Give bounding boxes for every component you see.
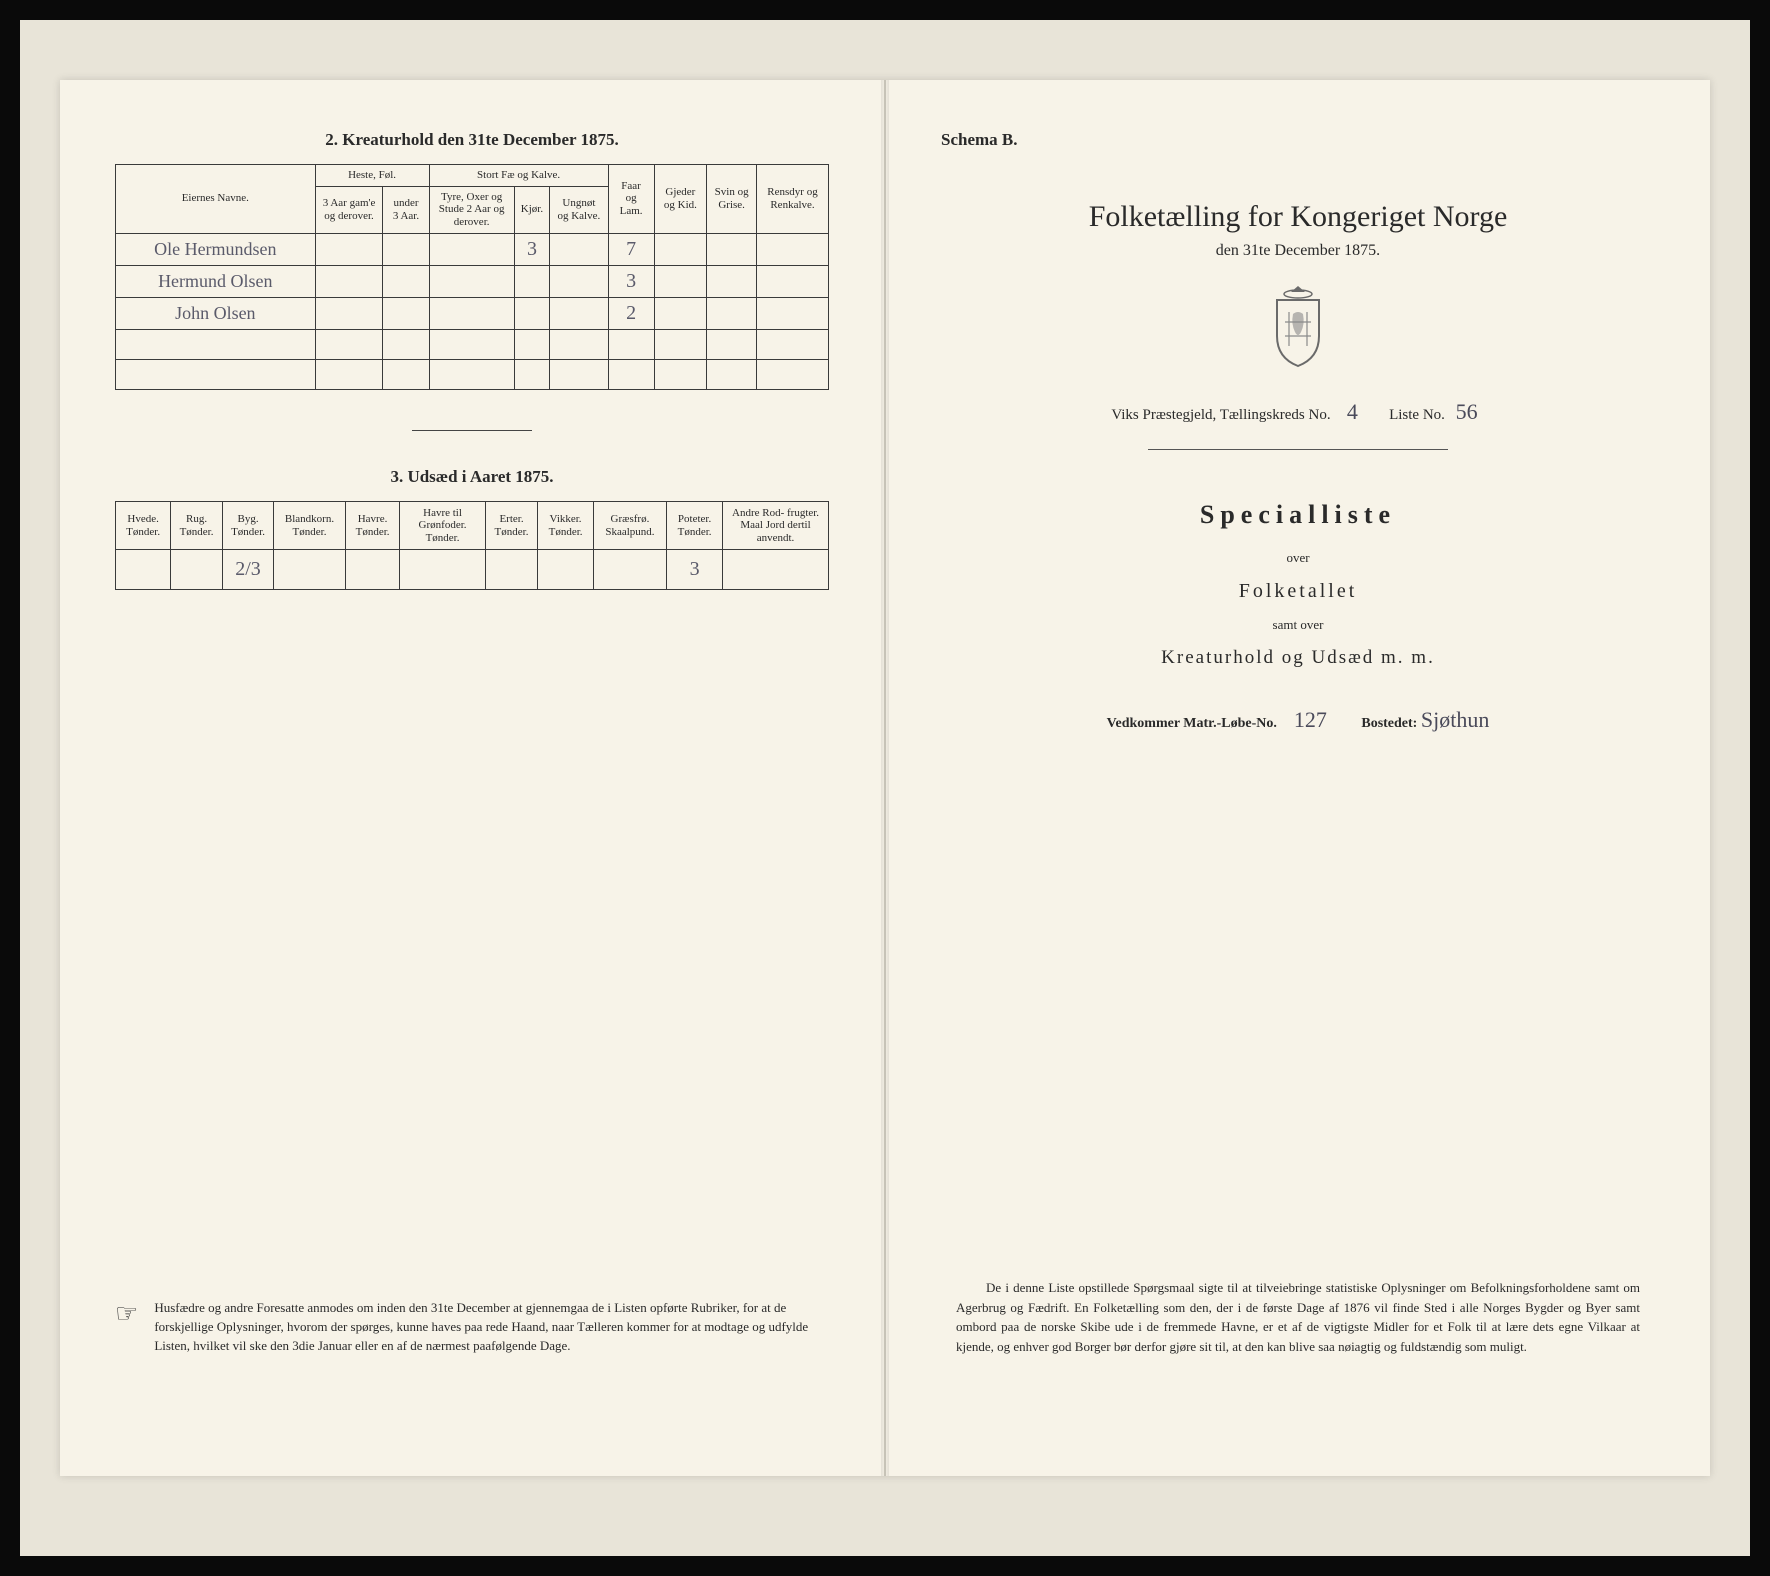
left-page: 2. Kreaturhold den 31te December 1875. E…: [60, 80, 885, 1476]
section3-title: 3. Udsæd i Aaret 1875.: [115, 467, 829, 487]
district-line: Viks Præstegjeld, Tællingskreds No. 4 Li…: [941, 399, 1655, 425]
divider: [1148, 449, 1448, 450]
divider: [412, 430, 532, 431]
schema-label: Schema B.: [941, 130, 1655, 150]
table-row: [116, 359, 829, 389]
col-horse-3plus: 3 Aar gam'e og derover.: [315, 186, 383, 233]
col-sheep: Faar og Lam.: [608, 165, 654, 234]
colgrp-horses: Heste, Føl.: [315, 165, 429, 187]
livestock-table: Eiernes Navne. Heste, Føl. Stort Fæ og K…: [115, 164, 829, 390]
samt-label: samt over: [941, 617, 1655, 633]
col-oats: Havre. Tønder.: [345, 501, 400, 550]
col-bulls: Tyre, Oxer og Stude 2 Aar og derover.: [429, 186, 514, 233]
bosted-label: Bostedet:: [1361, 716, 1417, 731]
seed-table: Hvede. Tønder. Rug. Tønder. Byg. Tønder.…: [115, 501, 829, 591]
cell-cows: [514, 265, 549, 297]
table-row: Ole Hermundsen 3 7: [116, 233, 829, 265]
coat-of-arms-icon: [1263, 284, 1333, 369]
pointing-hand-icon: ☞: [115, 1301, 138, 1356]
section2-title: 2. Kreaturhold den 31te December 1875.: [115, 130, 829, 150]
cell-barley: 2/3: [222, 550, 274, 590]
col-rye: Rug. Tønder.: [171, 501, 223, 550]
specialliste-heading: Specialliste: [941, 500, 1655, 530]
owner-name: Hermund Olsen: [116, 265, 316, 297]
col-calves: Ungnøt og Kalve.: [550, 186, 609, 233]
cell-sheep: 2: [608, 297, 654, 329]
liste-label: Liste No.: [1389, 407, 1445, 423]
cell-sheep: 3: [608, 265, 654, 297]
col-reindeer: Rensdyr og Renkalve.: [756, 165, 828, 234]
col-greenoat: Havre til Grønfoder. Tønder.: [400, 501, 485, 550]
matr-number: 127: [1280, 707, 1340, 733]
owner-name: John Olsen: [116, 297, 316, 329]
owner-name: Ole Hermundsen: [116, 233, 316, 265]
bosted-value: Sjøthun: [1421, 707, 1489, 733]
col-cows: Kjør.: [514, 186, 549, 233]
col-peas: Erter. Tønder.: [485, 501, 538, 550]
scan-frame: 2. Kreaturhold den 31te December 1875. E…: [20, 20, 1750, 1556]
col-barley: Byg. Tønder.: [222, 501, 274, 550]
col-pigs: Svin og Grise.: [707, 165, 757, 234]
col-grass: Græsfrø. Skaalpund.: [593, 501, 666, 550]
matr-line: Vedkommer Matr.-Løbe-No. 127 Bostedet: S…: [941, 707, 1655, 733]
col-horse-u3: under 3 Aar.: [383, 186, 429, 233]
book-spine: [881, 80, 889, 1476]
kreatur-heading: Kreaturhold og Udsæd m. m.: [941, 647, 1655, 669]
col-vetch: Vikker. Tønder.: [538, 501, 593, 550]
table-row: Hermund Olsen 3: [116, 265, 829, 297]
book-spread: 2. Kreaturhold den 31te December 1875. E…: [60, 80, 1710, 1476]
district-number: 4: [1334, 399, 1370, 425]
cell-cows: 3: [514, 233, 549, 265]
census-date: den 31te December 1875.: [941, 242, 1655, 260]
census-title: Folketælling for Kongeriget Norge: [941, 200, 1655, 234]
col-mixed: Blandkorn. Tønder.: [274, 501, 345, 550]
over-label: over: [941, 550, 1655, 566]
folketallet-heading: Folketallet: [941, 580, 1655, 603]
liste-number: 56: [1449, 399, 1485, 425]
table-row: John Olsen 2: [116, 297, 829, 329]
col-potato: Poteter. Tønder.: [667, 501, 723, 550]
matr-label: Vedkommer Matr.-Løbe-No.: [1107, 716, 1277, 731]
right-footnote: De i denne Liste opstillede Spørgsmaal s…: [956, 1278, 1640, 1356]
left-footnote: ☞ Husfædre og andre Foresatte anmodes om…: [115, 1299, 829, 1356]
footnote-text: Husfædre og andre Foresatte anmodes om i…: [154, 1299, 829, 1356]
cell-sheep: 7: [608, 233, 654, 265]
district-prefix: Viks Præstegjeld, Tællingskreds No.: [1111, 407, 1330, 423]
col-goats: Gjeder og Kid.: [654, 165, 707, 234]
table-row: [116, 329, 829, 359]
cell-potato: 3: [667, 550, 723, 590]
colgrp-cattle: Stort Fæ og Kalve.: [429, 165, 608, 187]
cell-cows: [514, 297, 549, 329]
col-owner: Eiernes Navne.: [116, 165, 316, 234]
right-page: Schema B. Folketælling for Kongeriget No…: [885, 80, 1710, 1476]
col-wheat: Hvede. Tønder.: [116, 501, 171, 550]
table-row: 2/3 3: [116, 550, 829, 590]
col-roots: Andre Rod- frugter. Maal Jord dertil anv…: [723, 501, 829, 550]
